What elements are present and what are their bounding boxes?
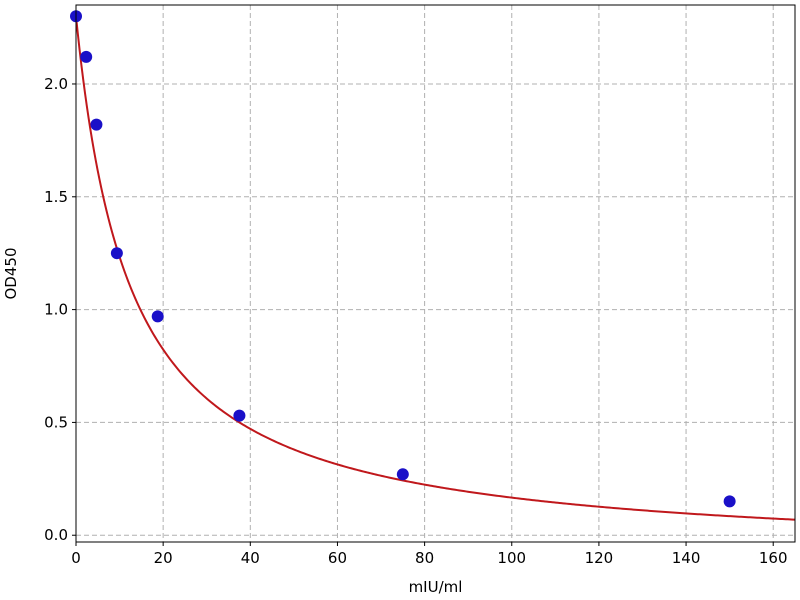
x-tick-label: 60 xyxy=(328,549,347,567)
data-point xyxy=(110,247,123,260)
y-axis-label: OD450 xyxy=(2,248,20,300)
x-tick-label: 140 xyxy=(672,549,701,567)
data-point xyxy=(80,50,93,63)
x-tick-label: 100 xyxy=(497,549,526,567)
fit-curve xyxy=(75,16,796,521)
data-point xyxy=(396,468,409,481)
data-point xyxy=(151,310,164,323)
x-tick-label: 40 xyxy=(241,549,260,567)
x-axis-label: mIU/ml xyxy=(409,578,463,596)
data-point xyxy=(723,495,736,508)
data-point xyxy=(90,118,103,131)
x-tick-label: 80 xyxy=(415,549,434,567)
data-point xyxy=(233,409,246,422)
x-tick-label: 20 xyxy=(154,549,173,567)
data-points xyxy=(70,10,736,508)
y-tick-label: 0.5 xyxy=(44,413,68,431)
x-tick-label: 160 xyxy=(759,549,788,567)
grid-lines xyxy=(75,5,795,542)
plot-frame xyxy=(75,4,796,543)
y-tick-label: 1.0 xyxy=(44,301,68,319)
x-tick-label: 120 xyxy=(585,549,614,567)
y-tick-label: 2.0 xyxy=(44,75,68,93)
y-tick-label: 0.0 xyxy=(44,526,68,544)
y-tick-label: 1.5 xyxy=(44,188,68,206)
x-tick-label: 0 xyxy=(71,549,81,567)
fit-curve-layer xyxy=(75,16,796,521)
axis-ticks: 0 20 40 60 80 100 120 140 160 0.0 0.5 1.0 1.5 2.0 xyxy=(44,75,787,567)
